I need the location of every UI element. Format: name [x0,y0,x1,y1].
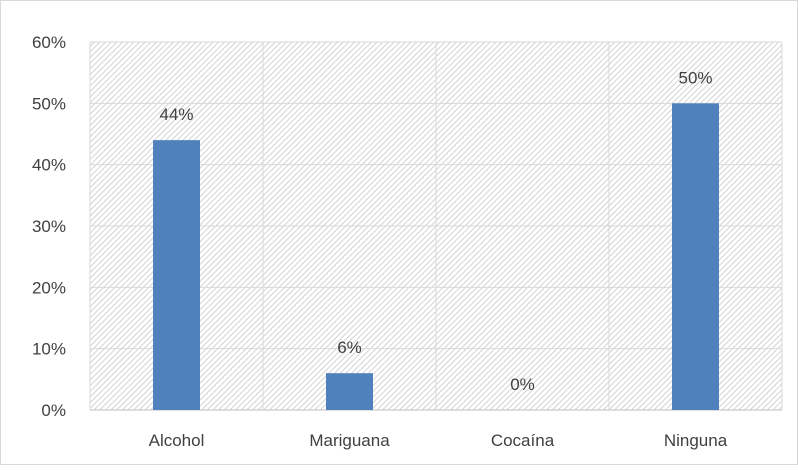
x-tick-label: Alcohol [149,431,205,450]
bar [672,103,719,410]
bar [153,140,200,410]
x-tick-label: Cocaína [491,431,555,450]
bar [326,373,373,410]
y-tick-label: 50% [32,94,66,113]
data-label: 44% [159,105,193,124]
y-tick-label: 30% [32,217,66,236]
x-tick-label: Mariguana [309,431,390,450]
data-label: 0% [510,375,535,394]
y-tick-label: 20% [32,278,66,297]
y-tick-label: 0% [41,401,66,420]
y-tick-label: 60% [32,33,66,52]
y-tick-label: 10% [32,340,66,359]
x-tick-label: Ninguna [664,431,728,450]
data-label: 50% [678,68,712,87]
y-tick-label: 40% [32,156,66,175]
data-label: 6% [337,338,362,357]
